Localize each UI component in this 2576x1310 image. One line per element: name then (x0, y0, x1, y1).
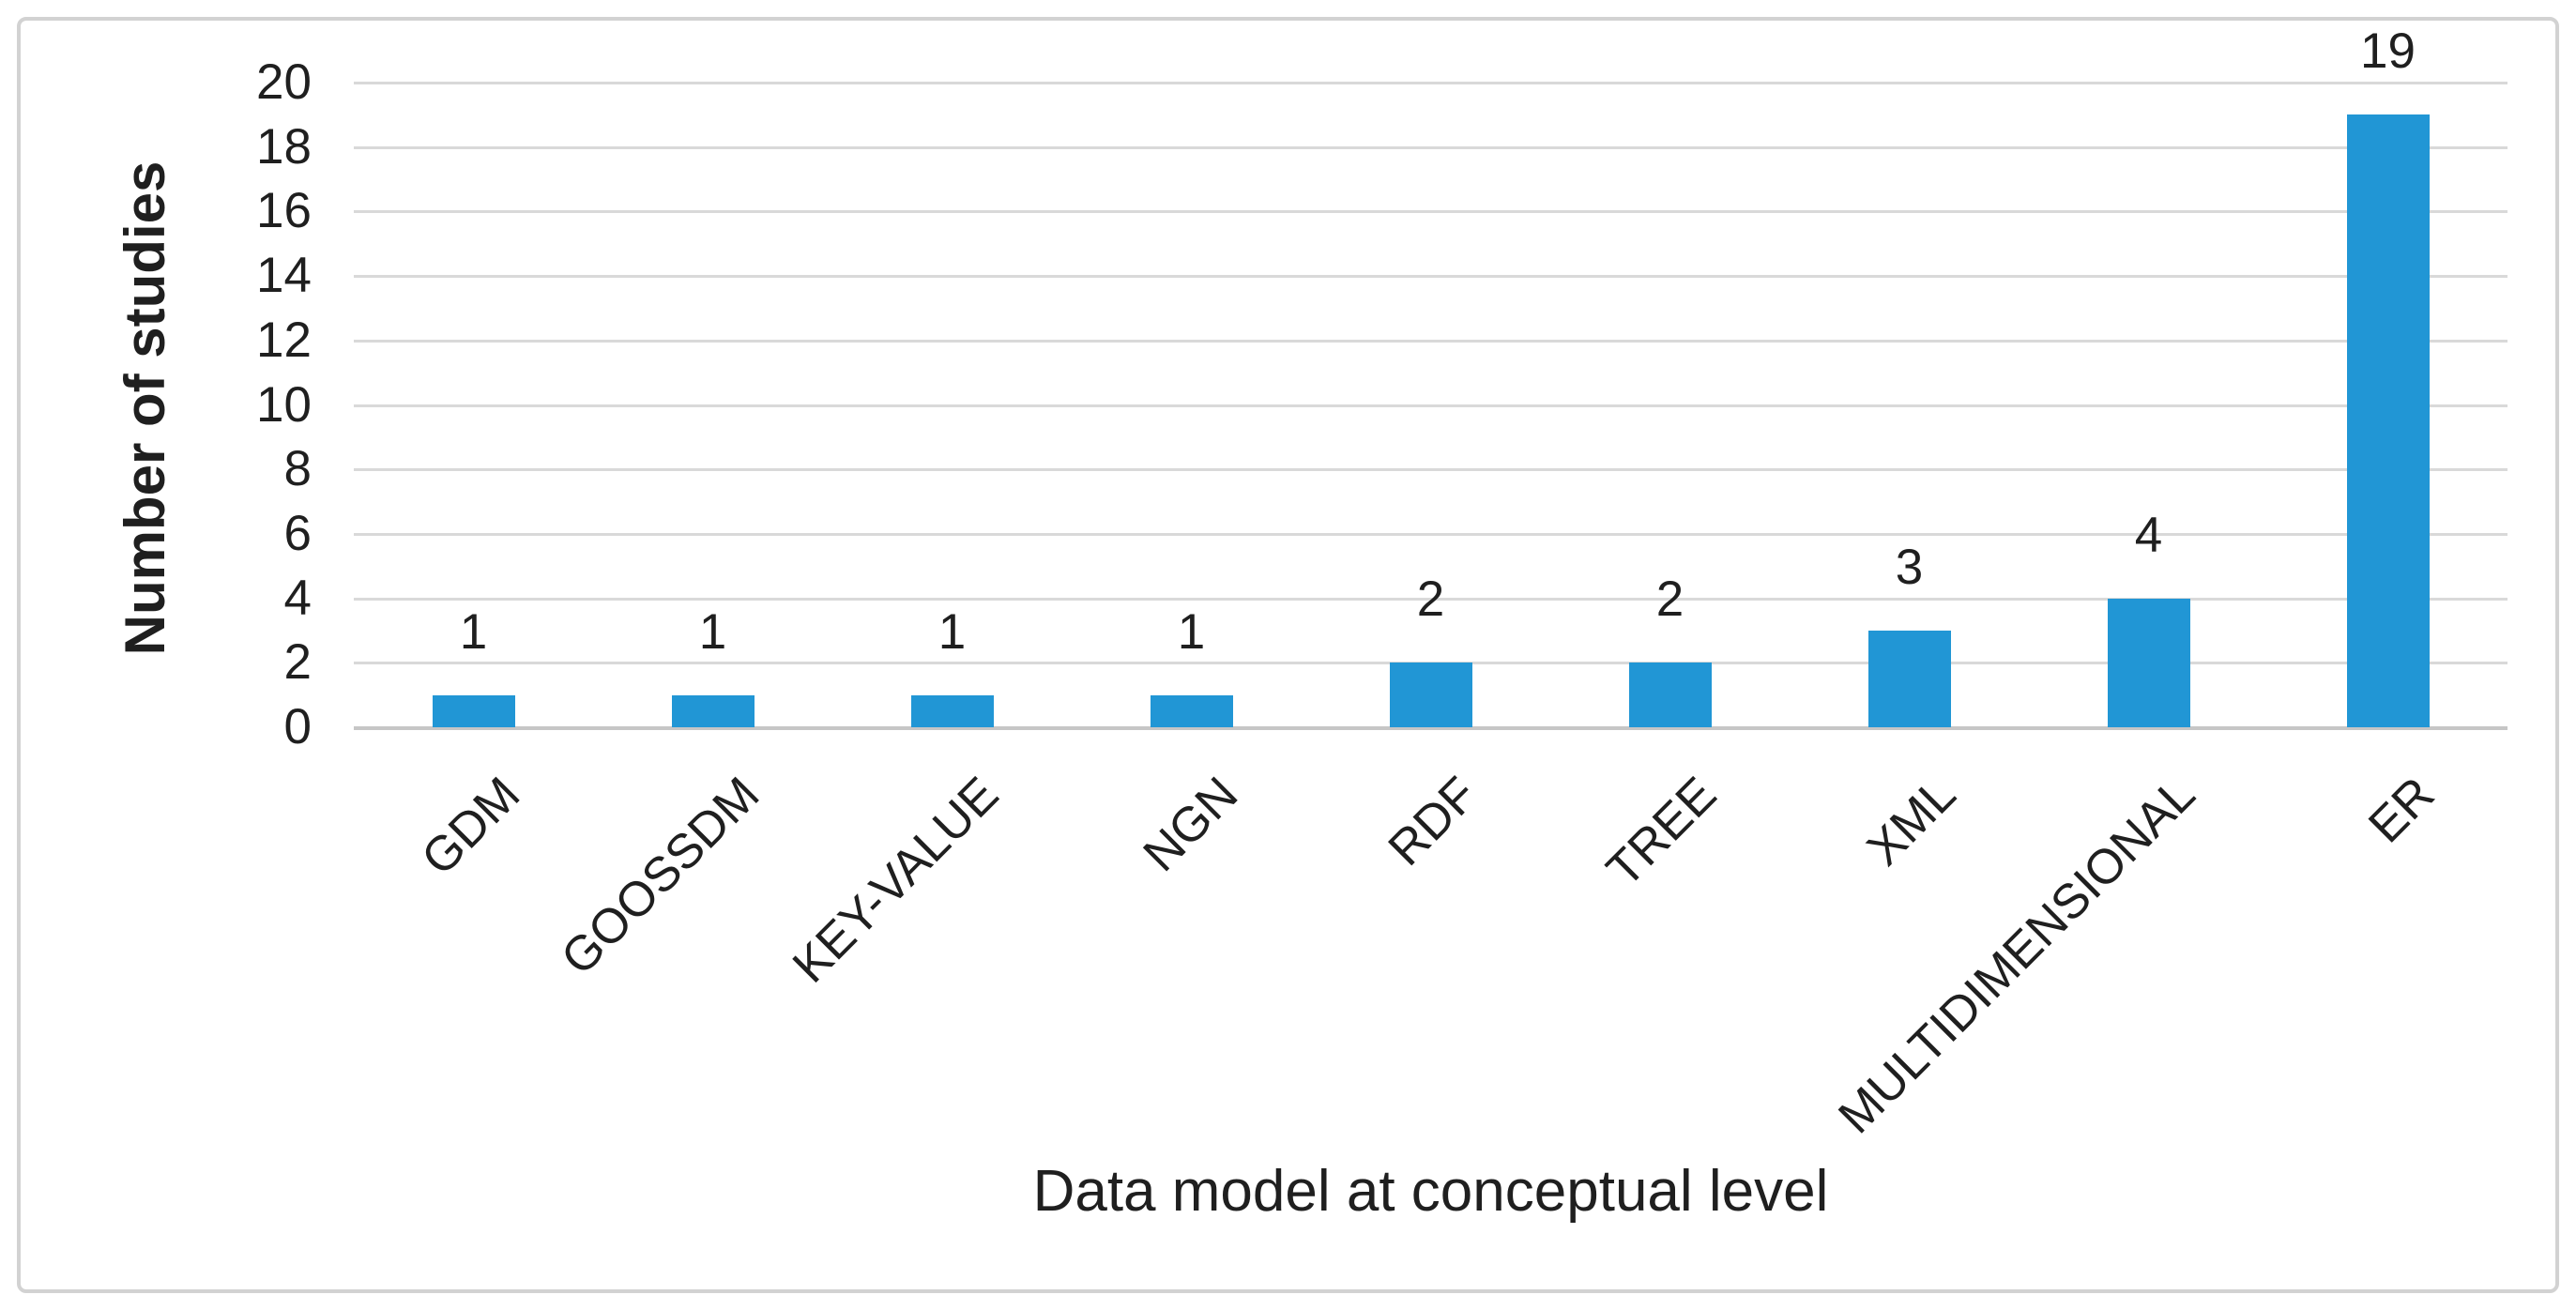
bar (2346, 114, 2430, 727)
y-tick-label: 14 (256, 248, 312, 304)
y-tick-label: 0 (283, 699, 312, 754)
gridline (354, 339, 2507, 343)
category-label: KEY-VALUE (782, 767, 1009, 994)
bar (1867, 630, 1951, 727)
y-tick-label: 2 (283, 634, 312, 691)
gridline (354, 275, 2507, 279)
bar (2107, 598, 2190, 727)
gridline (354, 145, 2507, 149)
bar-value-label: 19 (2360, 23, 2416, 80)
bar-value-label: 1 (937, 603, 967, 660)
y-tick-label: 10 (256, 376, 312, 433)
category-label: GOOSSDM (550, 767, 770, 986)
y-tick-label: 20 (256, 54, 312, 110)
bar (1150, 694, 1233, 727)
gridline (354, 404, 2507, 407)
x-axis-title: Data model at conceptual level (1032, 1159, 1829, 1224)
bar-value-label: 1 (459, 603, 488, 660)
y-tick-label: 8 (283, 441, 312, 497)
bar-value-label: 1 (698, 603, 727, 660)
y-tick-label: 6 (283, 505, 312, 561)
gridline (354, 726, 2507, 730)
y-axis-title: Number of studies (114, 160, 176, 656)
bar-value-label: 2 (1416, 571, 1445, 628)
gridline (354, 468, 2507, 472)
y-tick-label: 16 (256, 183, 312, 239)
gridline (354, 532, 2507, 536)
bar-value-label: 3 (1895, 539, 1924, 595)
bar (1628, 663, 1712, 727)
y-tick-label: 4 (283, 570, 312, 626)
bar (910, 694, 994, 727)
y-tick-label: 12 (256, 312, 312, 368)
gridline (354, 82, 2507, 84)
bar (432, 694, 515, 727)
gridline (354, 597, 2507, 601)
bar (1389, 663, 1472, 727)
bar-value-label: 1 (1177, 603, 1206, 660)
y-tick-label: 18 (256, 118, 312, 175)
category-label: ER (2357, 767, 2445, 854)
gridline (354, 210, 2507, 214)
bar-value-label: 2 (1655, 571, 1684, 628)
bar (671, 694, 755, 727)
bar-value-label: 4 (2134, 507, 2163, 563)
